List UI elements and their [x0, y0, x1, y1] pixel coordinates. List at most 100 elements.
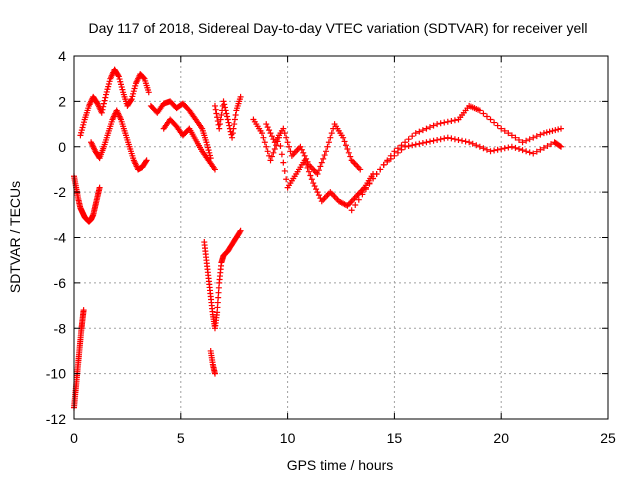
series-evening-lower	[359, 134, 565, 196]
data-point	[118, 84, 125, 91]
data-point	[423, 125, 430, 132]
data-point	[373, 170, 380, 177]
data-point	[494, 146, 501, 153]
y-tick-label: 2	[58, 93, 66, 109]
data-point	[412, 130, 419, 137]
data-point	[223, 110, 230, 117]
data-point	[221, 101, 228, 108]
data-point	[229, 134, 236, 141]
data-point	[237, 227, 244, 234]
data-point	[143, 157, 150, 164]
data-point	[211, 166, 218, 173]
data-point	[215, 121, 222, 128]
data-point	[105, 80, 112, 87]
data-point	[480, 110, 487, 117]
data-point	[523, 137, 530, 144]
data-point	[116, 76, 123, 83]
data-point	[423, 139, 430, 146]
x-tick-label: 10	[280, 430, 296, 446]
data-point	[362, 184, 369, 191]
data-point	[281, 130, 288, 137]
data-point	[212, 106, 219, 113]
data-point	[441, 119, 448, 126]
data-point	[101, 97, 108, 104]
data-point	[268, 153, 275, 160]
y-tick-label: -2	[54, 184, 67, 200]
data-point	[352, 201, 359, 208]
data-point	[270, 136, 277, 143]
data-point	[311, 183, 318, 190]
data-point	[345, 149, 352, 156]
data-point	[119, 86, 126, 93]
data-point	[483, 113, 490, 120]
data-point	[419, 139, 426, 146]
data-point	[115, 72, 122, 79]
data-point	[512, 134, 519, 141]
data-point	[512, 144, 519, 151]
data-point	[204, 144, 211, 151]
data-point	[405, 136, 412, 143]
data-point	[409, 133, 416, 140]
data-point	[229, 130, 236, 137]
data-point	[237, 93, 244, 100]
data-point	[313, 186, 320, 193]
data-point	[476, 143, 483, 150]
data-point	[213, 110, 220, 117]
data-point	[366, 180, 373, 187]
data-point	[533, 148, 540, 155]
data-point	[455, 136, 462, 143]
data-point	[558, 143, 565, 150]
data-point	[232, 111, 239, 118]
data-point	[264, 124, 271, 131]
data-point	[412, 141, 419, 148]
data-point	[283, 176, 290, 183]
data-point	[344, 146, 351, 153]
data-point	[142, 158, 149, 165]
data-point	[217, 116, 224, 123]
data-point	[357, 166, 364, 173]
data-point	[99, 106, 106, 113]
series-midday	[147, 98, 214, 162]
data-point	[280, 159, 287, 166]
data-point	[103, 88, 110, 95]
data-point	[516, 136, 522, 143]
data-point	[508, 143, 515, 150]
data-point	[437, 120, 444, 127]
data-point	[476, 107, 483, 114]
data-point	[347, 153, 354, 160]
data-point	[498, 146, 505, 153]
data-point	[548, 141, 555, 148]
data-point	[115, 73, 122, 80]
data-point	[266, 127, 273, 134]
data-point	[409, 142, 416, 149]
data-point	[220, 98, 227, 105]
series-morning-rise	[77, 66, 152, 139]
data-point	[348, 207, 355, 214]
data-point	[214, 114, 221, 121]
data-point	[487, 148, 494, 155]
data-point	[98, 109, 105, 116]
data-point	[104, 86, 111, 93]
data-point	[106, 78, 113, 85]
data-point	[117, 81, 124, 88]
data-point	[301, 152, 308, 159]
data-point	[398, 146, 405, 153]
data-point	[434, 121, 441, 128]
data-point	[267, 157, 274, 164]
data-point	[466, 139, 473, 146]
data-point	[117, 78, 124, 85]
data-point	[526, 149, 533, 156]
data-point	[508, 132, 515, 139]
data-point	[558, 125, 565, 132]
x-tick-label: 15	[387, 430, 403, 446]
data-point	[549, 127, 556, 134]
data-point	[342, 142, 349, 149]
data-point	[96, 184, 103, 191]
data-point	[483, 146, 490, 153]
data-point	[451, 117, 458, 124]
data-point	[523, 148, 530, 155]
data-point	[469, 140, 476, 147]
data-point	[318, 159, 325, 166]
data-point	[226, 122, 233, 129]
data-point	[434, 136, 441, 143]
